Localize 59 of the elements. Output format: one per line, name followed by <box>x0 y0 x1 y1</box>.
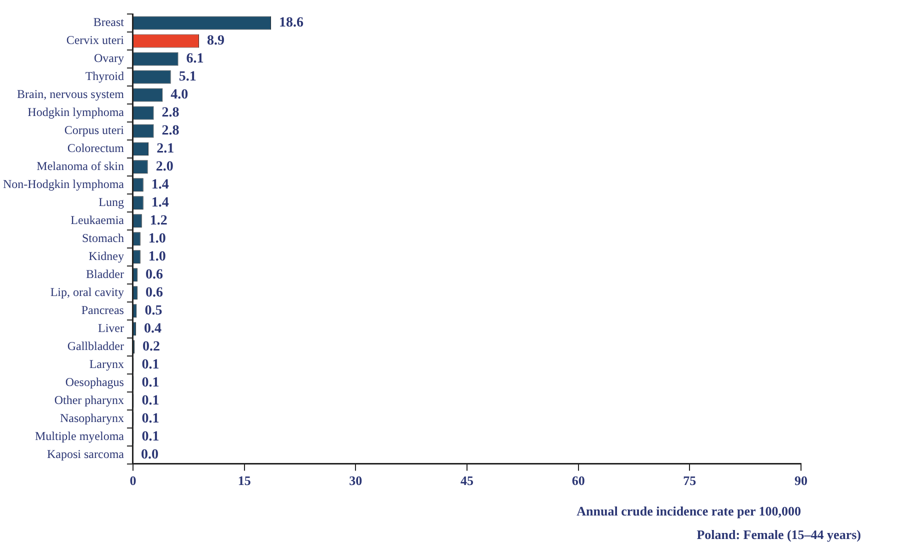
data-label: 1.0 <box>148 232 166 247</box>
data-label: 5.1 <box>178 70 196 85</box>
y-tick-label: Pancreas <box>81 303 124 318</box>
data-label: 0.1 <box>142 357 160 372</box>
data-label: 2.8 <box>162 124 180 139</box>
data-label: 0.1 <box>142 429 160 444</box>
data-label: 1.4 <box>151 178 169 193</box>
y-tick-label: Brain, nervous system <box>16 87 125 102</box>
x-tick-label: 60 <box>572 472 585 488</box>
data-label: 2.8 <box>162 106 180 121</box>
y-tick-label: Ovary <box>94 51 124 66</box>
y-tick-label: Bladder <box>86 267 124 282</box>
y-tick-label: Corpus uteri <box>64 123 125 138</box>
y-tick-label: Colorectum <box>67 141 125 156</box>
data-label: 6.1 <box>186 52 204 67</box>
y-tick-label: Multiple myeloma <box>34 428 125 443</box>
y-tick-label: Nasopharynx <box>60 410 124 425</box>
x-axis-title: Annual crude incidence rate per 100,000 <box>576 504 801 519</box>
data-label: 0.2 <box>142 339 160 354</box>
y-tick-label: Other pharynx <box>54 392 124 407</box>
data-label: 2.0 <box>156 160 174 175</box>
data-label: 4.0 <box>170 88 188 103</box>
y-tick-label: Leukaemia <box>70 213 125 228</box>
y-tick-label: Oesophagus <box>65 374 124 389</box>
text: Poland: Female (15–44 years) <box>696 526 861 542</box>
y-tick-label: Non-Hodgkin lymphoma <box>2 177 125 192</box>
y-tick-label: Breast <box>93 15 125 30</box>
x-tick-label: 0 <box>130 472 136 488</box>
data-label: 18.6 <box>279 16 304 31</box>
y-tick-label: Kidney <box>88 249 124 264</box>
data-label: 0.6 <box>145 285 163 300</box>
y-tick-label: Stomach <box>82 231 124 246</box>
data-label: 8.9 <box>207 34 225 49</box>
x-tick-label: 30 <box>349 472 362 488</box>
y-tick-label: Melanoma of skin <box>36 159 124 174</box>
y-tick-label: Liver <box>98 321 124 336</box>
data-label: 0.0 <box>140 447 158 462</box>
y-tick-label: Gallbladder <box>67 339 124 354</box>
data-label: 0.6 <box>145 267 163 282</box>
y-tick-label: Cervix uteri <box>66 33 125 48</box>
data-label: 1.4 <box>151 196 169 211</box>
y-tick-label: Kaposi sarcoma <box>47 446 125 461</box>
x-tick-label: 45 <box>460 472 474 488</box>
y-tick-label: Lung <box>98 195 124 210</box>
data-label: 2.1 <box>156 142 174 157</box>
data-label: 0.4 <box>144 321 162 336</box>
data-label: 0.5 <box>144 303 162 318</box>
data-label: 1.0 <box>148 250 166 264</box>
y-tick-label: Hodgkin lymphoma <box>28 105 125 120</box>
data-label: 0.1 <box>142 411 160 426</box>
data-label: 0.1 <box>142 393 160 408</box>
x-tick-label: 15 <box>238 472 252 488</box>
x-tick-label: 75 <box>683 472 697 488</box>
data-label: 1.2 <box>150 214 168 229</box>
data-label: 0.1 <box>142 375 160 390</box>
y-tick-label: Lip, oral cavity <box>50 285 124 300</box>
y-tick-label: Thyroid <box>85 69 124 84</box>
y-tick-label: Larynx <box>89 357 124 371</box>
x-tick-label: 90 <box>794 472 808 488</box>
